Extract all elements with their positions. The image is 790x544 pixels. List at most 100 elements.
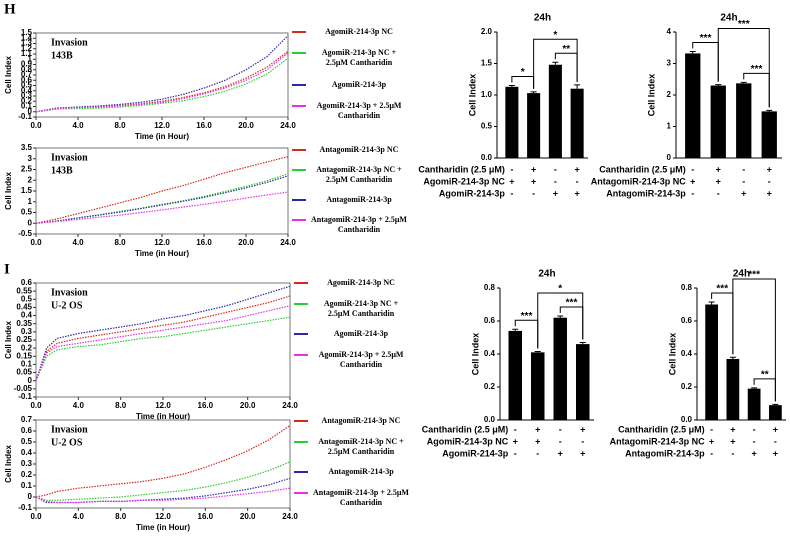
significance-label: * bbox=[558, 284, 562, 295]
series-line bbox=[35, 35, 289, 113]
legend-label: AntagomiR-214-3p NC + 2.5μM Cantharidin bbox=[318, 436, 404, 456]
y-tick-label: 2 bbox=[28, 175, 33, 184]
legend-label: AgomiR-214-3p NC + 2.5μM Cantharidin bbox=[321, 48, 397, 68]
condition-label: AntagomiR-214-3p bbox=[606, 188, 686, 198]
series-line bbox=[35, 285, 291, 381]
condition-label: AgomiR-214-3p NC bbox=[423, 176, 505, 186]
bar bbox=[553, 317, 567, 420]
error-bar bbox=[766, 109, 773, 112]
legend-item: AgomiR-214-3p NC bbox=[294, 278, 414, 288]
condition-sign: - bbox=[717, 188, 720, 198]
condition-sign: - bbox=[559, 424, 562, 434]
condition-sign: + bbox=[513, 436, 518, 446]
significance-bracket bbox=[753, 378, 776, 402]
y-tick-label: 0.3 bbox=[21, 327, 33, 336]
x-tick-label: 24.0 bbox=[280, 121, 296, 130]
legend-swatch bbox=[292, 31, 306, 33]
y-axis-label: Cell Index bbox=[4, 321, 13, 359]
bar bbox=[570, 88, 584, 158]
significance-bracket bbox=[554, 52, 578, 82]
y-tick-label: 0.1 bbox=[21, 360, 33, 369]
legend-label: AntagomiR-214-3p NC bbox=[321, 416, 401, 425]
error-bar bbox=[574, 84, 581, 89]
series-line bbox=[35, 191, 289, 224]
condition-sign: - bbox=[742, 176, 745, 186]
condition-sign: - bbox=[510, 164, 513, 174]
significance-label: *** bbox=[521, 311, 533, 322]
condition-sign: + bbox=[751, 448, 756, 458]
y-tick-label: 1.1 bbox=[21, 49, 33, 58]
error-bar bbox=[740, 81, 747, 84]
condition-sign: + bbox=[580, 448, 585, 458]
y-tick-label: 0.8 bbox=[21, 65, 33, 74]
y-tick-label: 4 bbox=[667, 27, 672, 36]
significance-label: *** bbox=[738, 19, 750, 30]
y-tick-label: 0 bbox=[28, 107, 33, 116]
condition-sign: - bbox=[581, 436, 584, 446]
y-tick-label: 1.5 bbox=[21, 28, 33, 37]
legend-label: AgomiR-214-3p NC + 2.5μM Cantharidin bbox=[323, 298, 399, 318]
condition-sign: + bbox=[553, 188, 558, 198]
legend-item: AntagomiR-214-3p + 2.5μM Cantharidin bbox=[294, 488, 414, 508]
y-tick-label: 0.8 bbox=[484, 283, 496, 292]
y-tick-label: 0.0 bbox=[681, 415, 693, 424]
condition-sign: - bbox=[710, 448, 713, 458]
significance-bracket bbox=[559, 306, 584, 340]
bar bbox=[527, 93, 541, 158]
error-bar bbox=[512, 328, 519, 331]
series-line bbox=[35, 316, 291, 381]
y-tick-label: 0.2 bbox=[21, 343, 33, 352]
legend-label: AgomiR-214-3p NC bbox=[327, 278, 395, 287]
legend-swatch bbox=[294, 440, 308, 443]
bar bbox=[710, 85, 726, 158]
x-tick-label: 16.0 bbox=[196, 238, 212, 247]
legend-item: AntagomiR-214-3p NC + 2.5μM Cantharidin bbox=[294, 437, 414, 457]
y-tick-label: 1 bbox=[28, 197, 33, 206]
x-axis-label: Time (in Hour) bbox=[136, 412, 190, 421]
y-tick-label: 0.25 bbox=[16, 335, 32, 344]
condition-sign: + bbox=[531, 164, 536, 174]
condition-label: Cantharidin (2.5 μM) bbox=[599, 164, 686, 174]
error-bar bbox=[689, 51, 696, 54]
error-bar bbox=[530, 91, 537, 94]
legend-item: AntagomiR-214-3p bbox=[292, 195, 412, 205]
legend-label: AgomiR-214-3p bbox=[331, 79, 387, 89]
x-tick-label: 12.0 bbox=[155, 401, 171, 410]
condition-sign: - bbox=[753, 436, 756, 446]
legend-swatch bbox=[294, 491, 308, 494]
y-tick-label: 2.5 bbox=[21, 165, 33, 174]
significance-label: *** bbox=[700, 33, 712, 44]
x-tick-label: 0.0 bbox=[30, 401, 42, 410]
y-tick-label: 3 bbox=[28, 154, 33, 163]
legend-label: AntagomiR-214-3p + 2.5μM Cantharidin bbox=[311, 215, 407, 234]
error-bar bbox=[729, 356, 736, 359]
condition-sign: + bbox=[767, 164, 772, 174]
y-tick-label: 0.15 bbox=[16, 351, 32, 360]
legend-item: AntagomiR-214-3p + 2.5μM Cantharidin bbox=[292, 215, 412, 235]
legend: AntagomiR-214-3p NC AntagomiR-214-3p NC +… bbox=[294, 416, 414, 508]
legend-label: AntagomiR-214-3p NC + 2.5μM Cantharidin bbox=[316, 165, 402, 184]
error-bar bbox=[508, 85, 515, 87]
y-tick-label: 0 bbox=[28, 218, 33, 227]
error-bar bbox=[579, 341, 586, 345]
y-tick-label: 0.5 bbox=[21, 437, 33, 446]
series-line bbox=[35, 305, 291, 381]
series-line bbox=[35, 52, 289, 113]
y-axis-label: Cell Index bbox=[4, 445, 13, 483]
legend: AntagomiR-214-3p NC AntagomiR-214-3p NC +… bbox=[292, 145, 412, 235]
y-tick-label: 0.5 bbox=[21, 294, 33, 303]
y-tick-label: 0.3 bbox=[21, 91, 33, 100]
legend-item: AgomiR-214-3p + 2.5μM Cantharidin bbox=[294, 350, 414, 370]
y-tick-label: 0.6 bbox=[484, 316, 496, 325]
legend-swatch bbox=[294, 333, 308, 336]
x-tick-label: 0.0 bbox=[30, 512, 42, 521]
condition-sign: - bbox=[691, 164, 694, 174]
bar bbox=[726, 358, 740, 420]
y-tick-label: 0.9 bbox=[21, 60, 33, 69]
y-axis-label: Cell Index bbox=[470, 333, 480, 376]
condition-sign: - bbox=[536, 448, 539, 458]
annotation: U-2 OS bbox=[51, 437, 83, 448]
x-tick-label: 16.0 bbox=[196, 121, 212, 130]
y-axis-label: Cell Index bbox=[646, 74, 656, 117]
series-line bbox=[35, 175, 289, 224]
